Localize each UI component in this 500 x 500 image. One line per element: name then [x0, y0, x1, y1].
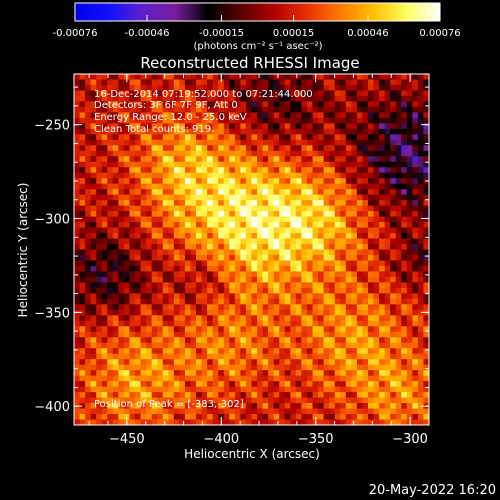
annotation-time: 16-Dec-2014 07:19:52.000 to 07:21:44.000: [94, 89, 313, 100]
colorbar-tick-label: 0.00076: [419, 28, 460, 39]
colorbar-tick-label: -0.00015: [199, 28, 244, 39]
colorbar-units: (photons cm⁻² s⁻¹ asec⁻²): [193, 41, 322, 52]
x-tick-label: −400: [203, 432, 239, 447]
x-axis-label: Heliocentric X (arcsec): [184, 447, 320, 461]
timestamp: 20-May-2022 16:20: [369, 483, 496, 498]
annotation-clean: Clean Total counts: 919.: [94, 124, 214, 135]
colorbar-tick-label: 0.00015: [273, 28, 314, 39]
y-tick-label: −300: [34, 213, 70, 228]
y-tick-label: −250: [34, 119, 70, 134]
colorbar-tick-label: -0.00046: [125, 28, 170, 39]
colorbar-tick-label: 0.00046: [347, 28, 388, 39]
chart-title: Reconstructed RHESSI Image: [140, 54, 359, 72]
y-axis-label: Heliocentric Y (arcsec): [16, 183, 30, 318]
colorbar: [74, 2, 441, 22]
plot-frame: [73, 73, 430, 426]
heatmap-cells: [74, 74, 429, 425]
annotation-detectors: Detectors: 3F 6F 7F 9F, Att 0: [94, 100, 238, 111]
x-tick-label: −300: [392, 432, 428, 447]
x-tick-label: −350: [298, 432, 334, 447]
x-axis-ticks: −450 −400 −350 −300: [88, 74, 430, 447]
y-tick-label: −400: [34, 400, 70, 415]
annotation-peak: Position of Peak = [-383,-302]: [94, 399, 244, 410]
y-tick-label: −350: [34, 306, 70, 321]
annotation-energy: Energy Range: 12.0 - 25.0 keV: [94, 112, 247, 123]
x-tick-label: −450: [109, 432, 145, 447]
colorbar-tick-label: -0.00076: [53, 28, 98, 39]
y-axis-ticks: −250 −300 −350 −400: [34, 86, 429, 426]
annotations: 16-Dec-2014 07:19:52.000 to 07:21:44.000…: [94, 89, 313, 410]
colorbar-ticks: -0.00076 -0.00046 -0.00015 0.00015 0.00046 0.…: [53, 15, 461, 39]
